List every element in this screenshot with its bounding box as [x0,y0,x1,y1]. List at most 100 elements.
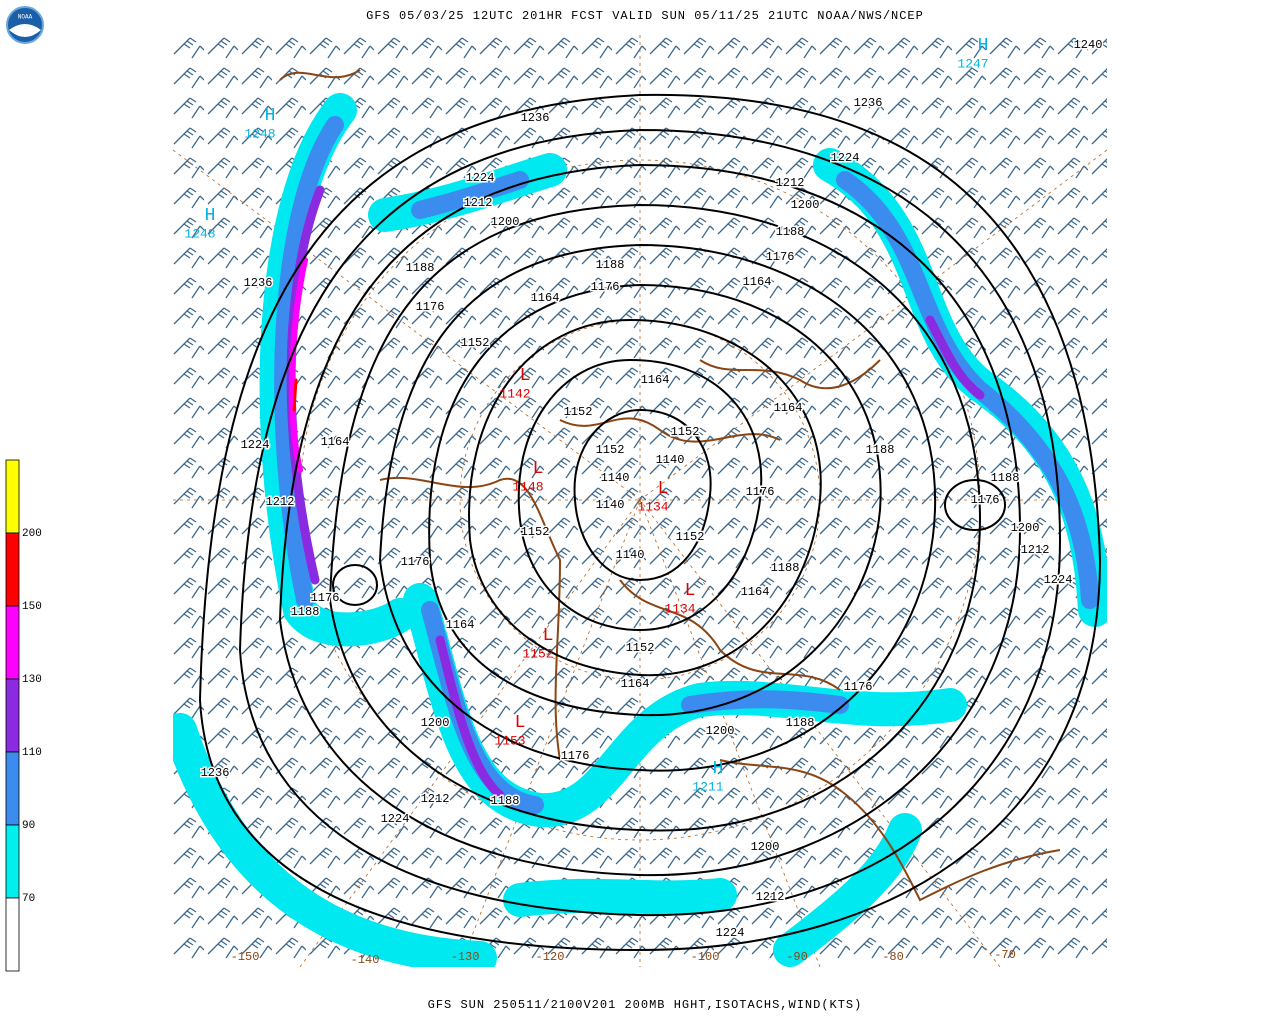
contour-label: 1176 [591,280,620,294]
contour-label: 1140 [596,498,625,512]
legend-label: 130 [22,674,42,686]
contour-label: 1212 [756,890,785,904]
contour-label: 1200 [751,840,780,854]
legend-swatch [5,824,20,899]
low-value: 1134 [664,601,695,616]
contour-label: 1188 [866,443,895,457]
legend-swatch [5,678,20,753]
longitude-label: -80 [882,950,904,964]
low-value: 1152 [522,646,553,661]
legend-label: 70 [22,893,35,905]
contour-label: 1236 [244,276,273,290]
contour-label: 1212 [1021,543,1050,557]
longitude-label: -150 [231,950,260,964]
legend: 200 150 130 110 90 70 [5,459,42,972]
longitude-label: -70 [994,948,1016,962]
low-value: 1134 [637,499,668,514]
contour-label: 1176 [401,555,430,569]
high-symbol: H [978,36,989,56]
contour-label: 1152 [596,443,625,457]
legend-label: 110 [22,747,42,759]
legend-label: 200 [22,528,42,540]
contour-label: 1236 [521,111,550,125]
legend-swatch [5,459,20,534]
high-value: 1247 [957,56,988,71]
contour-label: 1176 [561,749,590,763]
map-footer: GFS SUN 250511/2100V201 200MB HGHT,ISOTA… [428,998,863,1012]
contour-label: 1176 [746,485,775,499]
contour-label: 1164 [446,618,475,632]
contour-label: 1164 [321,435,350,449]
contour-label: 1176 [971,493,1000,507]
contour-label: 1188 [406,261,435,275]
contour-label: 1188 [786,716,815,730]
contour-label: 1212 [421,792,450,806]
legend-swatch [5,605,20,680]
contour-label: 1164 [743,275,772,289]
low-value: 1148 [512,479,543,494]
high-value: 1248 [244,126,275,141]
low-symbol: L [520,366,531,386]
legend-label: 90 [22,820,35,832]
contour-label: 1188 [491,794,520,808]
low-value: 1153 [494,733,525,748]
contour-label: 1140 [656,453,685,467]
high-symbol: H [713,759,724,779]
longitude-label: -120 [536,950,565,964]
map-title: GFS 05/03/25 12UTC 201HR FCST VALID SUN … [366,9,924,23]
contour-label: 1224 [831,151,860,165]
contour-label: 1212 [776,176,805,190]
contour-label: 1188 [776,225,805,239]
contour-label: 1152 [676,530,705,544]
longitude-label: -130 [451,950,480,964]
contour-label: 1200 [1011,521,1040,535]
contour-label: 1152 [671,425,700,439]
contour-label: 1176 [766,250,795,264]
contour-label: 1240 [1074,38,1103,52]
low-symbol: L [533,459,544,479]
high-symbol: H [205,206,216,226]
legend-swatch [5,897,20,972]
contour-label: 1164 [774,401,803,415]
contour-label: 1164 [641,373,670,387]
contour-label: 1200 [791,198,820,212]
low-symbol: L [658,479,669,499]
legend-swatch [5,751,20,826]
contour-label: 1164 [741,585,770,599]
legend-label: 150 [22,601,42,613]
contour-label: 1176 [311,591,340,605]
contour-label: 1200 [421,716,450,730]
contour-label: 1236 [854,96,883,110]
contour-label: 1200 [706,724,735,738]
contour-label: 1224 [1044,573,1073,587]
contour-label: 1236 [201,766,230,780]
low-symbol: L [543,626,554,646]
longitude-label: -140 [351,953,380,967]
contour-label: 1188 [991,471,1020,485]
contour-label: 1224 [716,926,745,940]
high-symbol: H [265,106,276,126]
contour-label: 1152 [521,525,550,539]
legend-swatch [5,532,20,607]
contour-label: 1164 [621,677,650,691]
low-symbol: L [685,581,696,601]
contour-label: 1176 [416,300,445,314]
contour-label: 1224 [466,171,495,185]
noaa-logo: NOAA [6,6,44,44]
longitude-label: -100 [691,950,720,964]
contour-label: 1152 [626,641,655,655]
contour-label: 1164 [531,291,560,305]
contour-label: 1152 [564,405,593,419]
contour-label: 1188 [771,561,800,575]
contour-label: 1188 [596,258,625,272]
high-value: 1248 [184,226,215,241]
logo-text: NOAA [18,14,33,21]
contour-label: 1140 [616,548,645,562]
contour-label: 1140 [601,471,630,485]
high-value: 1211 [692,779,723,794]
contour-label: 1212 [464,196,493,210]
contour-label: 1224 [381,812,410,826]
contour-label: 1176 [844,680,873,694]
